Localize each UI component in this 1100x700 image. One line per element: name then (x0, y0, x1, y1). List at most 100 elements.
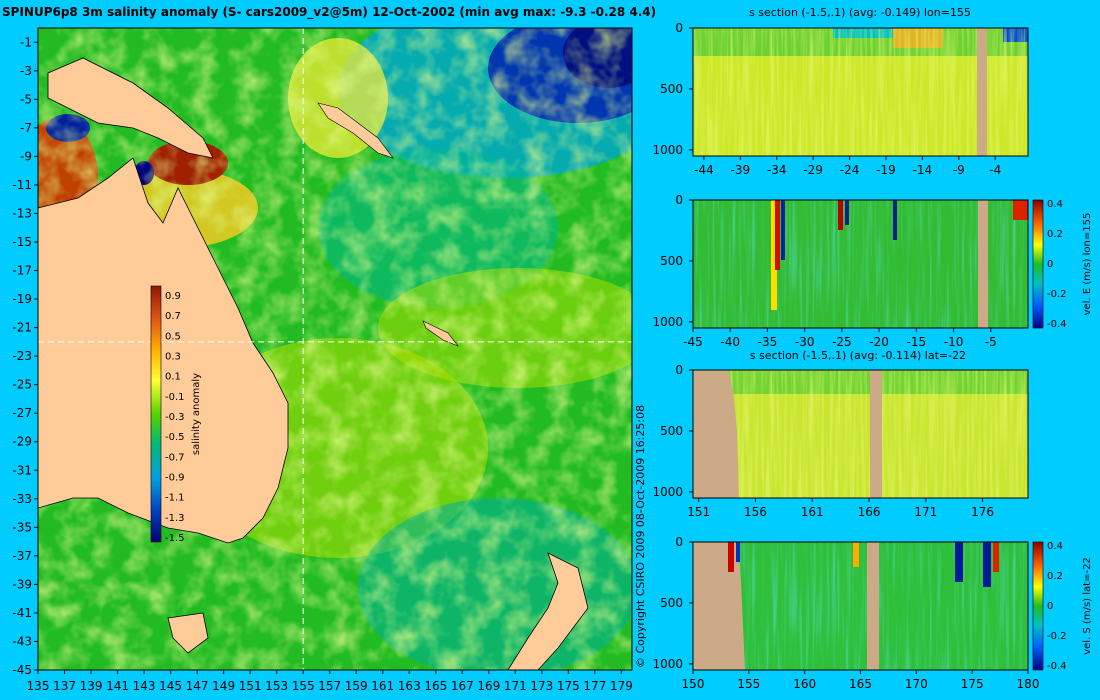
section-panel-vel-east: vel. E (m/s) lon=155 (692, 199, 1093, 329)
section-x-tick-label: 176 (971, 505, 994, 519)
lat-tick-label: -1 (20, 35, 32, 49)
colorbar-tick-label: -1.1 (165, 493, 185, 504)
lon-tick-label: 159 (345, 679, 368, 693)
section-jet (983, 542, 991, 587)
lon-tick-label: 175 (557, 679, 580, 693)
velocity-colorbar-tick: 0 (1047, 259, 1053, 270)
section-y-tick-label: 500 (660, 254, 683, 268)
lon-tick-label: 161 (371, 679, 394, 693)
lon-tick-label: 169 (477, 679, 500, 693)
lat-tick-label: -25 (12, 378, 32, 392)
lon-tick-label: 173 (530, 679, 553, 693)
lon-tick-label: 149 (212, 679, 235, 693)
lon-tick-label: 157 (318, 679, 341, 693)
velocity-colorbar-label: vel. S (m/s) lat=-22 (1082, 557, 1093, 655)
section-x-tick-label: -35 (758, 335, 778, 349)
new-zealand-landmass (507, 552, 589, 670)
section-x-tick-label: -15 (907, 335, 927, 349)
section-x-tick-label: -5 (985, 335, 997, 349)
colorbar-tick-label: 0.1 (165, 372, 181, 383)
colorbar-tick-label: -1.3 (165, 513, 185, 524)
section-jet (781, 200, 785, 260)
lon-tick-label: 163 (398, 679, 421, 693)
lat-tick-label: -15 (12, 235, 32, 249)
section-x-tick-label: -19 (876, 163, 896, 177)
section-y-tick-label: 0 (675, 193, 683, 207)
velocity-colorbar-tick: 0.4 (1047, 541, 1063, 552)
new-guinea-landmass (47, 57, 214, 159)
section-y-tick-label: 0 (675, 363, 683, 377)
section-x-tick-label: 166 (858, 505, 881, 519)
lat-tick-label: -43 (12, 634, 32, 648)
lon-tick-label: 137 (53, 679, 76, 693)
section-x-tick-label: -14 (913, 163, 933, 177)
lon-tick-label: 139 (80, 679, 103, 693)
section-land-gap (867, 542, 879, 670)
copyright-text: © Copyright CSIRO 2009 08-Oct-2009 16:25… (634, 405, 647, 668)
section-jet (845, 200, 849, 225)
lat-tick-label: -7 (20, 121, 32, 135)
lat-tick-label: -11 (12, 178, 32, 192)
section-x-tick-label: 156 (744, 505, 767, 519)
section-jet (728, 542, 734, 572)
section-jet (1013, 200, 1028, 220)
lon-tick-label: 165 (424, 679, 447, 693)
salinity-colorbar: 0.9 0.7 0.5 0.3 0.1 -0.1 -0.3 -0.5 -0.7 -0.9 -1.1 -… (150, 285, 202, 544)
lat-tick-label: -41 (12, 606, 32, 620)
velocity-colorbar-tick: -0.2 (1047, 289, 1067, 300)
new-caledonia-landmass (422, 320, 459, 347)
lat-tick-label: -39 (12, 577, 32, 591)
section-x-tick-label: -4 (989, 163, 1001, 177)
section-title: s section (-1.5,.1) (avg: -0.149) lon=15… (749, 6, 971, 19)
section-jet (955, 542, 963, 582)
velocity-colorbar-tick: -0.4 (1047, 319, 1067, 330)
section-x-tick-label: 155 (737, 677, 760, 691)
section-x-tick-label: 165 (849, 677, 872, 691)
section-y-tick-label: 1000 (652, 485, 683, 499)
colorbar-label: salinity anomaly (191, 373, 202, 455)
section-x-tick-label: -45 (683, 335, 703, 349)
lat-tick-label: -31 (12, 463, 32, 477)
main-map-title: SPINUP6p8 3m salinity anomaly (S- cars20… (2, 5, 656, 20)
section-x-tick-label: 171 (914, 505, 937, 519)
section-panel-salinity-lon: s section (-1.5,.1) (avg: -0.149) lon=15… (692, 6, 1029, 157)
colorbar-tick-label: 0.7 (165, 311, 181, 322)
lat-tick-label: -37 (12, 549, 32, 563)
velocity-colorbar-tick: 0 (1047, 601, 1053, 612)
section-texture (693, 28, 1028, 156)
velocity-colorbar-tick: 0.2 (1047, 229, 1063, 240)
lat-tick-label: -21 (12, 321, 32, 335)
section-jet (771, 200, 777, 310)
lon-tick-label: 155 (292, 679, 315, 693)
section-x-tick-label: -34 (767, 163, 787, 177)
section-x-tick-label: 160 (793, 677, 816, 691)
section-jet (838, 200, 843, 230)
main-map-frame (37, 27, 633, 671)
colorbar-tick-label: -0.1 (165, 392, 185, 403)
section-x-tick-label: -9 (953, 163, 965, 177)
section-land-gap (978, 200, 988, 328)
section-x-tick-label: -39 (731, 163, 751, 177)
section-x-tick-label: 150 (682, 677, 705, 691)
tasmania-landmass (167, 612, 209, 654)
colorbar-tick-label: -0.7 (165, 452, 185, 463)
section-y-tick-label: 0 (675, 21, 683, 35)
lon-tick-label: 153 (265, 679, 288, 693)
colorbar-tick-label: -0.3 (165, 412, 185, 423)
colorbar-tick-label: -1.5 (165, 533, 185, 544)
section-y-tick-label: 500 (660, 82, 683, 96)
section-land-shelf (693, 542, 745, 670)
solomon-islands-landmass (317, 102, 394, 159)
section-jet (775, 200, 780, 270)
section-land-gap (870, 370, 882, 498)
section-texture (693, 542, 1028, 670)
section-title: s section (-1.5,.1) (avg: -0.114) lat=-2… (750, 349, 966, 362)
velocity-colorbar-tick: -0.2 (1047, 631, 1067, 642)
section-x-tick-label: -24 (840, 163, 860, 177)
section-y-tick-label: 1000 (652, 315, 683, 329)
australia-landmass (38, 157, 289, 544)
section-x-tick-label: -10 (944, 335, 964, 349)
lon-tick-label: 135 (27, 679, 50, 693)
lat-tick-label: -17 (12, 264, 32, 278)
